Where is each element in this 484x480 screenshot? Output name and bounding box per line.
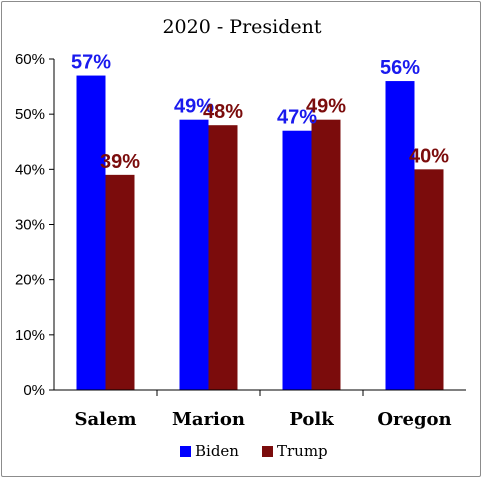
y-tick-label: 30% xyxy=(15,217,45,234)
legend-swatch-biden xyxy=(180,446,191,457)
x-category-label: Salem xyxy=(75,409,137,430)
x-category-label: Oregon xyxy=(377,409,451,430)
data-label: 49% xyxy=(306,96,346,118)
legend: Biden Trump xyxy=(180,442,328,460)
data-label: 40% xyxy=(409,145,449,167)
chart-title: 2020 - President xyxy=(162,16,321,38)
x-category-label: Polk xyxy=(289,409,334,430)
data-label: 39% xyxy=(100,151,140,173)
y-tick-label: 0% xyxy=(23,382,45,399)
y-axis: 0% 10% 20% 30% 40% 50% 60% xyxy=(15,51,55,399)
bar-trump-oregon xyxy=(414,169,444,390)
y-tick-label: 10% xyxy=(15,327,45,344)
data-label: 57% xyxy=(71,52,111,74)
y-tick-label: 50% xyxy=(15,106,45,123)
x-category-label: Marion xyxy=(172,409,245,430)
bar-biden-oregon xyxy=(385,81,415,391)
legend-label: Trump xyxy=(277,442,328,460)
data-labels: 57%39%49%48% 47%49%56%40% xyxy=(71,52,449,173)
bar-trump-salem xyxy=(105,174,135,390)
x-axis: Salem Marion Polk Oregon xyxy=(54,389,466,430)
data-label: 49% xyxy=(174,96,214,118)
bars xyxy=(76,75,444,391)
bar-biden-polk xyxy=(282,130,312,390)
bar-trump-marion xyxy=(208,125,238,390)
y-tick-label: 60% xyxy=(15,51,45,68)
y-tick-label: 20% xyxy=(15,272,45,289)
data-label: 47% xyxy=(277,107,317,129)
data-label: 56% xyxy=(380,57,420,79)
bar-biden-salem xyxy=(76,75,106,391)
legend-label: Biden xyxy=(195,442,239,460)
y-tick-label: 40% xyxy=(15,161,45,178)
legend-swatch-trump xyxy=(262,446,273,457)
bar-biden-marion xyxy=(179,119,209,390)
data-label: 48% xyxy=(203,101,243,123)
bar-trump-polk xyxy=(311,119,341,390)
